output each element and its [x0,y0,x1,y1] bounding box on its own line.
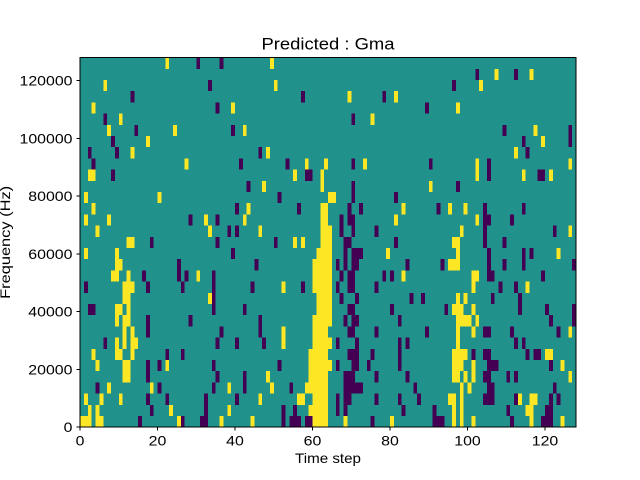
svg-text:60: 60 [304,433,322,449]
svg-text:80000: 80000 [28,188,72,204]
svg-text:120000: 120000 [20,73,73,89]
svg-text:40000: 40000 [28,304,72,320]
svg-text:20: 20 [149,433,167,449]
svg-text:Time step: Time step [295,450,361,466]
svg-text:60000: 60000 [28,246,72,262]
svg-text:100: 100 [454,433,481,449]
svg-text:120: 120 [532,433,559,449]
svg-text:80: 80 [381,433,399,449]
svg-text:20000: 20000 [28,361,72,377]
svg-text:Frequency (Hz): Frequency (Hz) [0,186,13,299]
svg-text:100000: 100000 [20,130,73,146]
svg-text:0: 0 [76,433,85,449]
svg-text:40: 40 [226,433,244,449]
svg-text:0: 0 [64,419,73,435]
svg-text:Predicted : Gma: Predicted : Gma [262,35,396,54]
